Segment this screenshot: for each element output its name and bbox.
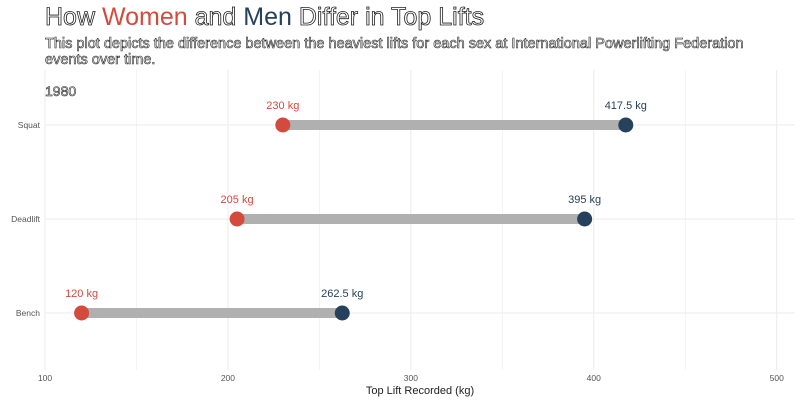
men-data-label: 395 kg [568, 194, 601, 206]
title-men: Men [243, 3, 292, 31]
x-tick-label: 200 [221, 373, 235, 383]
x-axis-title: Top Lift Recorded (kg) [366, 385, 474, 397]
women-point [74, 305, 90, 321]
title-and: and [187, 3, 244, 32]
y-tick-label: Deadlift [11, 214, 40, 224]
men-point [334, 305, 350, 321]
men-data-label: 417.5 kg [605, 100, 647, 112]
chart-subtitle: This plot depicts the difference between… [45, 36, 744, 69]
men-point [618, 117, 634, 133]
women-data-label: 120 kg [65, 288, 98, 300]
women-data-label: 205 kg [221, 194, 254, 206]
women-point [275, 117, 291, 133]
x-tick-label: 500 [770, 373, 784, 383]
title-women: Women [101, 3, 188, 31]
x-tick-label: 100 [38, 373, 52, 383]
y-tick-label: Squat [18, 120, 41, 130]
year-label: 1980 [45, 83, 77, 100]
men-point [577, 211, 593, 227]
x-tick-label: 300 [404, 373, 418, 383]
chart-title: How Women and Men Differ in Top Lifts [45, 2, 485, 32]
x-tick-label: 400 [587, 373, 601, 383]
title-prefix: How [45, 3, 102, 32]
women-data-label: 230 kg [266, 100, 299, 112]
y-tick-label: Bench [16, 308, 40, 318]
men-data-label: 262.5 kg [321, 288, 363, 300]
title-suffix: Differ in Top Lifts [291, 3, 485, 32]
women-point [229, 211, 245, 227]
